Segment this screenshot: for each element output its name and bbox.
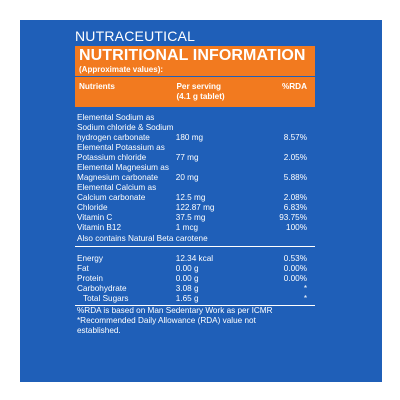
nutrient-value [176, 143, 258, 153]
nutrient-name: Elemental Potassium as [77, 143, 165, 152]
energy-rda: 0.00% [283, 264, 307, 273]
nutrient-name: Calcium carbonate [77, 193, 146, 202]
energy-value: 0.00 g [175, 264, 199, 273]
nutrient-value: 12.5 mg [175, 193, 206, 202]
nutrient-value: 122.87 mg [175, 203, 215, 212]
col-serving: Per serving (4.1 g tablet) [176, 79, 255, 105]
nutrient-rda [257, 163, 315, 173]
energy-rda: 0.00% [283, 274, 307, 283]
table-row: Chloride 122.87 mg 6.83% [75, 203, 315, 213]
nutrient-value: 77 mg [175, 153, 199, 162]
col-serving-line1: Per serving [176, 82, 222, 91]
nutrient-rda [257, 123, 315, 133]
energy-name: Fat [77, 264, 89, 273]
nutrient-name: Vitamin B12 [77, 223, 121, 232]
col-serving-line2: (4.1 g tablet) [176, 92, 225, 101]
label-subtitle: (Approximate values): [79, 65, 164, 74]
divider-bottom [75, 305, 315, 306]
nutrient-value [176, 113, 258, 123]
table-row: Elemental Sodium as [75, 113, 315, 123]
footnote-rda: %RDA is based on Man Sedentary Work as p… [77, 306, 273, 315]
nutrient-rda [257, 183, 315, 193]
nutrient-value: 20 mg [175, 173, 199, 182]
col-rda: %RDA [281, 82, 307, 91]
nutrient-value: 180 mg [175, 133, 204, 142]
nutrient-name: hydrogen carbonate [77, 133, 150, 142]
column-header-row: Nutrients Per serving (4.1 g tablet) %RD… [75, 77, 315, 107]
nutrient-value: 37.5 mg [175, 213, 206, 222]
table-row: Elemental Magnesium as [75, 163, 315, 173]
nutrient-rda: 2.08% [283, 193, 307, 202]
table-row: Calcium carbonate 12.5 mg 2.08% [75, 193, 315, 203]
footnote-asterisk-1: *Recommended Daily Allowance (RDA) value… [77, 316, 256, 325]
table-row: Potassium chloride 77 mg 2.05% [75, 153, 315, 163]
energy-value: 12.34 kcal [175, 254, 214, 263]
table-row: Protein 0.00 g 0.00% [75, 274, 315, 284]
energy-name: Protein [77, 274, 103, 283]
nutrient-name: Magnesium carbonate [77, 173, 159, 182]
energy-rda: 0.53% [283, 254, 307, 263]
nutrition-label: NUTRACEUTICAL NUTRITIONAL INFORMATION (A… [75, 28, 315, 336]
table-row: Carbohydrate 3.08 g * [75, 284, 315, 294]
energy-name: Carbohydrate [77, 284, 127, 293]
table-row: Energy 12.34 kcal 0.53% [75, 254, 315, 264]
title-banner: NUTRITIONAL INFORMATION (Approximate val… [75, 46, 315, 76]
footnote-asterisk-2: established. [77, 326, 121, 335]
table-row: Fat 0.00 g 0.00% [75, 264, 315, 274]
table-row: Magnesium carbonate 20 mg 5.88% [75, 173, 315, 183]
nutrient-rda: 8.57% [283, 133, 307, 142]
nutrient-name: Potassium chloride [77, 153, 147, 162]
energy-table: Energy 12.34 kcal 0.53% Fat 0.00 g 0.00% Prote… [75, 254, 315, 304]
nutrient-rda [257, 113, 315, 123]
nutrient-rda: 100% [286, 223, 307, 232]
nutrient-name: Elemental Sodium as [77, 113, 155, 122]
category-heading: NUTRACEUTICAL [75, 28, 196, 44]
nutrient-name: Vitamin C [77, 213, 113, 222]
nutrient-name: Sodium chloride & Sodium [77, 123, 174, 132]
table-row: Vitamin B12 1 mcg 100% [75, 223, 315, 233]
energy-value: 0.00 g [175, 274, 199, 283]
table-row: Elemental Potassium as [75, 143, 315, 153]
table-row: Sodium chloride & Sodium [75, 123, 315, 133]
energy-name: Energy [77, 254, 103, 263]
table-row: Total Sugars 1.65 g * [75, 294, 315, 304]
label-title: NUTRITIONAL INFORMATION [79, 47, 306, 64]
nutrient-name: Elemental Calcium as [77, 183, 157, 192]
nutrient-name: Elemental Magnesium as [77, 163, 169, 172]
nutrient-rda: 93.75% [279, 213, 307, 222]
nutrient-name: Chloride [77, 203, 108, 212]
nutrient-rda [257, 143, 315, 153]
energy-value: 1.65 g [175, 294, 199, 303]
nutrient-rda: 6.83% [283, 203, 307, 212]
nutrient-value [176, 163, 258, 173]
energy-value: 3.08 g [175, 284, 199, 293]
divider [75, 246, 315, 247]
also-contains-note: Also contains Natural Beta carotene [77, 234, 208, 243]
energy-rda: * [303, 294, 307, 303]
energy-name: Total Sugars [83, 294, 129, 303]
col-nutrients: Nutrients [79, 82, 115, 91]
nutrient-rda: 5.88% [283, 173, 307, 182]
nutrient-value: 1 mcg [175, 223, 199, 232]
table-row: hydrogen carbonate 180 mg 8.57% [75, 133, 315, 143]
table-row: Vitamin C 37.5 mg 93.75% [75, 213, 315, 223]
table-row: Elemental Calcium as [75, 183, 315, 193]
nutrient-table: Elemental Sodium as Sodium chloride & Sod… [75, 113, 315, 233]
nutrient-value [176, 183, 258, 193]
nutrient-value [176, 123, 258, 133]
energy-rda: * [303, 284, 307, 293]
nutrient-rda: 2.05% [283, 153, 307, 162]
